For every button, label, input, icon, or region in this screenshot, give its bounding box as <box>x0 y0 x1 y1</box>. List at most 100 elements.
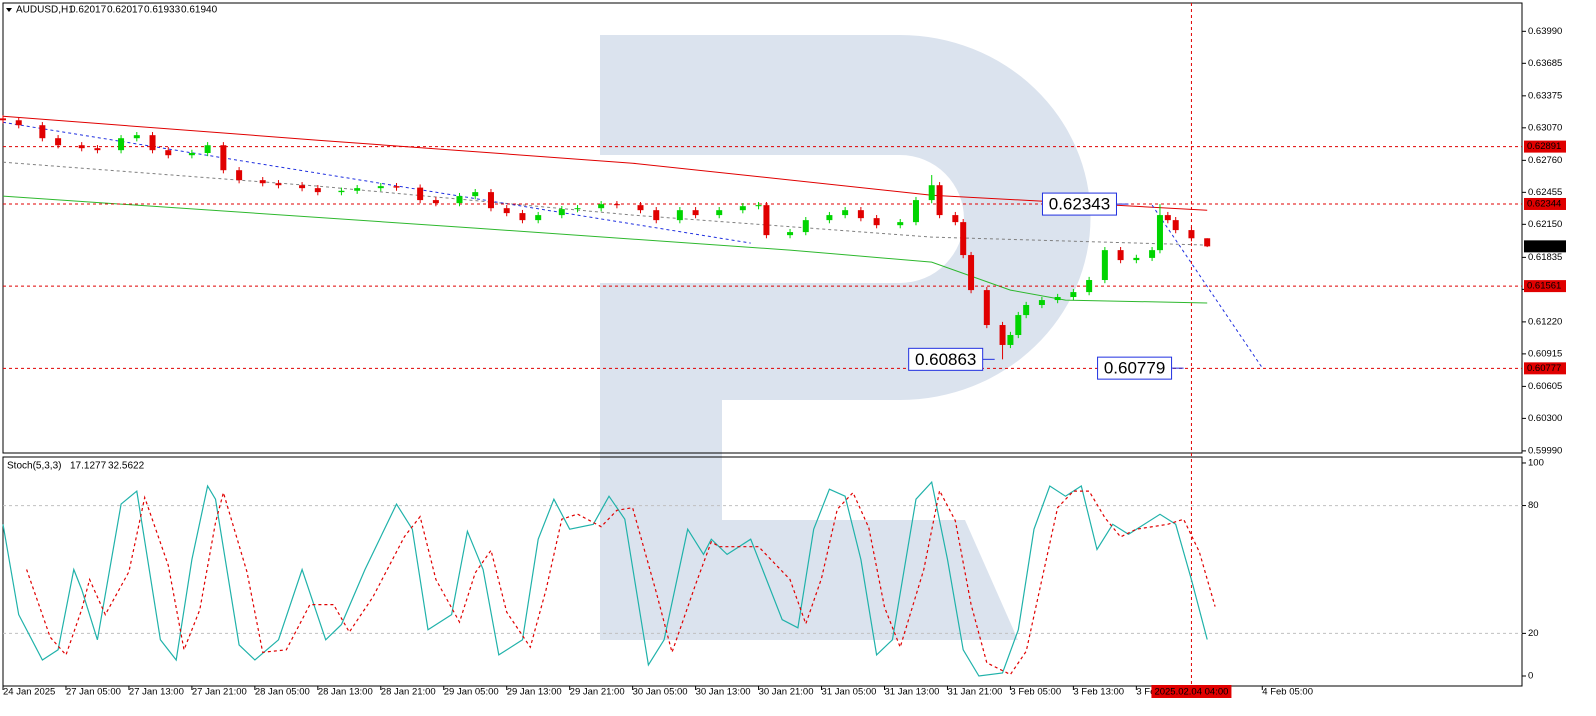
y-tick-label: 0.60605 <box>1528 381 1562 392</box>
x-tick-label: 28 Jan 05:00 <box>255 687 310 698</box>
y-tick-label: 0.63685 <box>1528 58 1562 69</box>
candle-body <box>1149 250 1156 258</box>
annotation-label: 0.60863 <box>915 350 976 369</box>
plot-layer: 0.63990 0.63685 0.63375 0.63070 0.62760 0.624… <box>0 3 1566 698</box>
candle-body <box>842 210 849 216</box>
candle-body <box>94 148 101 151</box>
y-tick-label: 100 <box>1528 457 1544 468</box>
candle-body <box>1101 250 1108 281</box>
y-tick-label: 0 <box>1528 671 1533 682</box>
x-tick-label: 31 Jan 13:00 <box>884 687 939 698</box>
y-tick-label: 0.60915 <box>1528 348 1562 359</box>
x-tick-label: 29 Jan 05:00 <box>444 687 499 698</box>
candle-body <box>1133 257 1140 261</box>
candle-body <box>637 205 644 211</box>
candle-body <box>314 188 321 193</box>
x-tick-label: 30 Jan 05:00 <box>633 687 688 698</box>
y-tick-label: 0.63070 <box>1528 122 1562 133</box>
annotation-label: 0.60779 <box>1104 359 1165 378</box>
candle-body <box>613 204 620 206</box>
crosshair-tag <box>1151 685 1232 698</box>
candle-body <box>487 192 494 209</box>
x-tick-label: 27 Jan 21:00 <box>192 687 247 698</box>
moving-average <box>2 161 1208 246</box>
watermark-r <box>480 35 1091 640</box>
y-tick-label: 0.62150 <box>1528 219 1562 230</box>
x-tick-label: 30 Jan 13:00 <box>696 687 751 698</box>
stoch-main-value: 17.1277 <box>70 461 107 472</box>
x-tick-label: 3 Feb 13:00 <box>1073 687 1124 698</box>
candle-body <box>968 255 975 291</box>
candle-body <box>204 145 211 153</box>
x-tick-label: 3 Feb 05:00 <box>1010 687 1061 698</box>
ohlc-high: 0.62017 <box>107 5 144 16</box>
candle-body <box>574 208 581 210</box>
candle-body <box>802 220 809 233</box>
x-tick-label: 28 Jan 13:00 <box>318 687 373 698</box>
candle-body <box>873 218 880 226</box>
x-tick-label: 28 Jan 21:00 <box>381 687 436 698</box>
trend-line <box>1151 204 1263 369</box>
candle-body <box>739 206 746 211</box>
candle-body <box>377 186 384 189</box>
ohlc-open: 0.62017 <box>70 5 107 16</box>
candle-body <box>936 185 943 216</box>
candle-body <box>118 138 125 151</box>
x-tick-label: 29 Jan 21:00 <box>570 687 625 698</box>
candle-body <box>55 138 62 146</box>
y-tick-label: 0.61220 <box>1528 316 1562 327</box>
x-tick-label: 31 Jan 05:00 <box>822 687 877 698</box>
candle-body <box>1164 215 1171 221</box>
collapse-arrow <box>6 8 12 12</box>
x-tick-label: 4 Feb 05:00 <box>1262 687 1313 698</box>
price-tag <box>1524 140 1566 153</box>
y-tick-label: 20 <box>1528 628 1539 639</box>
candle-body <box>763 205 770 236</box>
candle-body <box>1054 297 1061 301</box>
candle-body <box>236 170 243 181</box>
candle-body <box>598 204 605 209</box>
candle-body <box>1086 280 1093 293</box>
moving-average <box>2 115 1208 211</box>
price-tag <box>1524 197 1566 210</box>
candle-body <box>1117 250 1124 261</box>
candle-body <box>259 180 266 184</box>
y-tick-label: 0.62455 <box>1528 187 1562 198</box>
y-tick-label: 0.63375 <box>1528 90 1562 101</box>
price-tag-label: 0.61561 <box>1527 281 1561 292</box>
candle-body <box>558 209 565 216</box>
stoch-signal-value: 32.5622 <box>108 461 145 472</box>
candle-body <box>952 215 959 223</box>
candle-body <box>535 215 542 221</box>
candle-body <box>1038 300 1045 305</box>
x-tick-label: 31 Jan 21:00 <box>947 687 1002 698</box>
y-tick-label: 0.59990 <box>1528 445 1562 456</box>
y-tick-label: 0.62760 <box>1528 155 1562 166</box>
candle-body <box>912 200 919 223</box>
symbol-title: AUDUSD,H1 <box>16 5 74 16</box>
candle-body <box>857 210 864 219</box>
candle-body <box>676 210 683 221</box>
candle-body <box>456 196 463 204</box>
candle-body <box>1015 315 1022 335</box>
candle-body <box>1156 215 1163 251</box>
candle-body <box>692 210 699 216</box>
annotation-box <box>1097 356 1173 380</box>
candle-body <box>393 186 400 188</box>
annotation-label: 0.62343 <box>1049 195 1110 214</box>
candle-body <box>1204 238 1211 247</box>
candle-body <box>928 185 935 201</box>
candle-body <box>299 185 306 189</box>
candle-body <box>653 210 660 221</box>
candle-body <box>755 205 762 207</box>
candle-body <box>1023 304 1030 316</box>
candle-body <box>354 188 361 191</box>
candle-body <box>220 145 227 171</box>
candle-body <box>39 125 46 139</box>
x-tick-label: 24 Jan 2025 <box>3 687 55 698</box>
current-price-tag <box>1524 240 1566 253</box>
candle-body <box>1007 334 1014 345</box>
price-tag <box>1524 280 1566 293</box>
